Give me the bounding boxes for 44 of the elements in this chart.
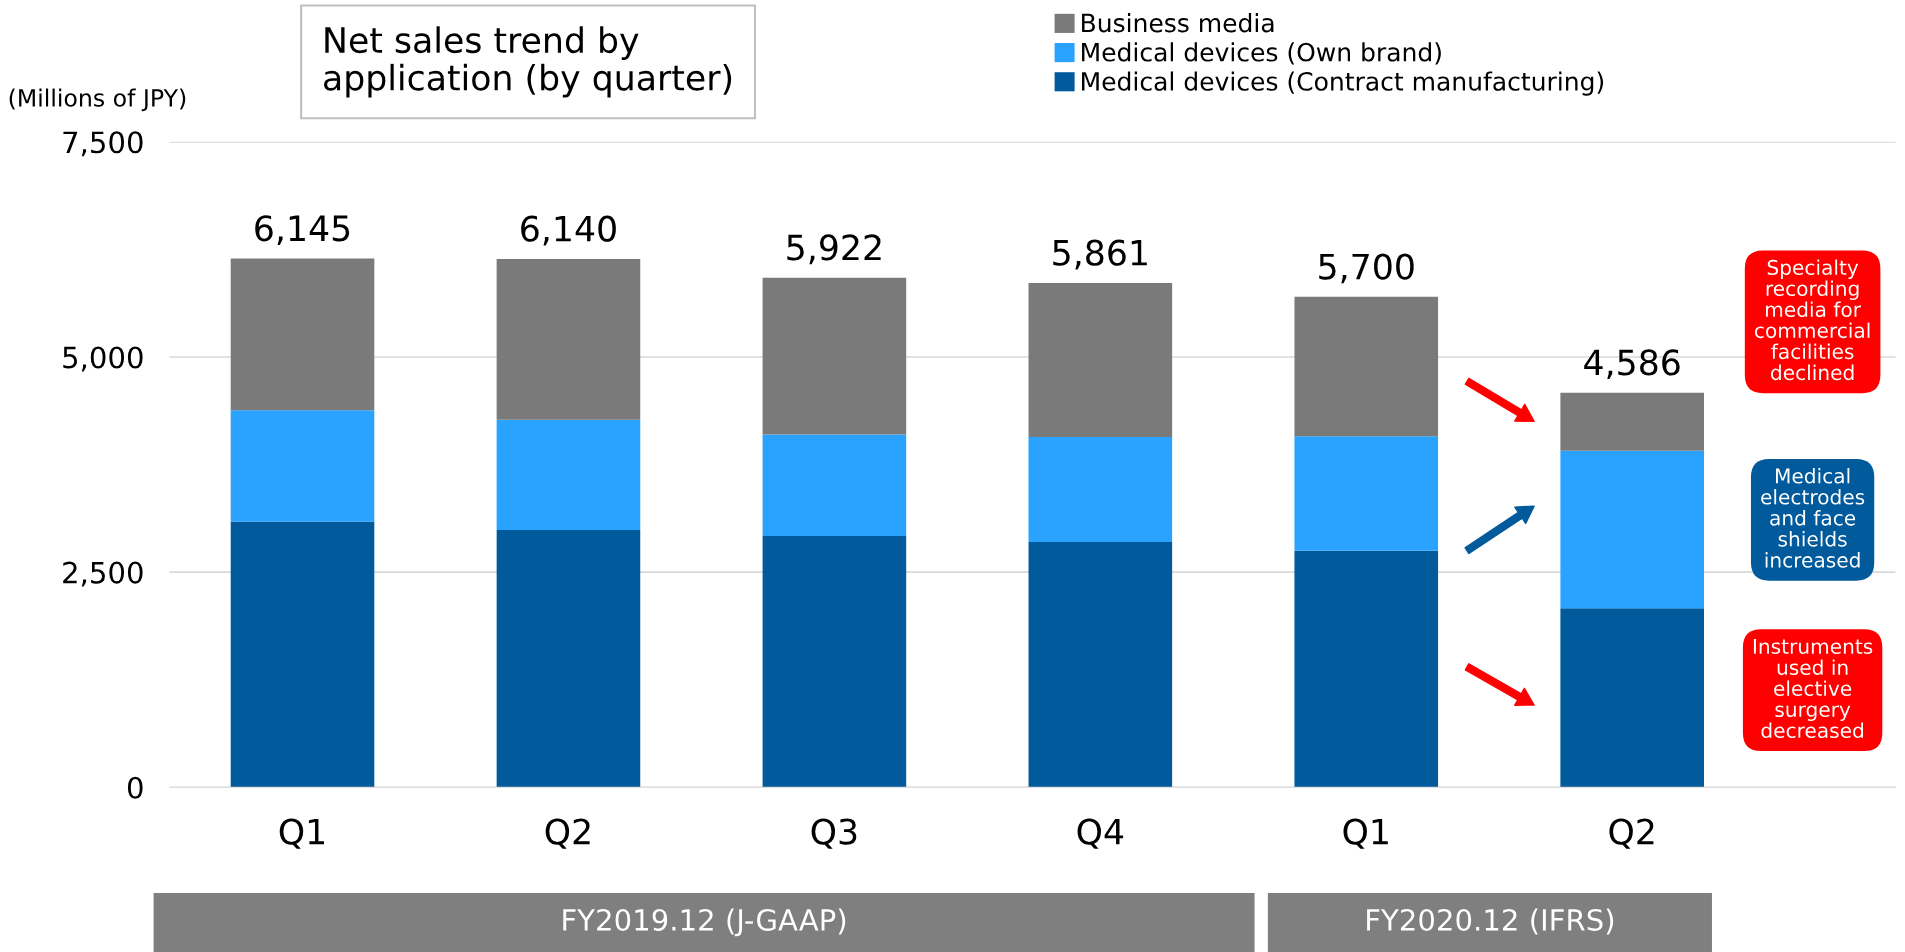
legend-label: Medical devices (Own brand)	[1082, 42, 1441, 65]
bar	[496, 419, 641, 530]
total-label: 4,586	[1584, 349, 1680, 380]
bar	[230, 410, 375, 522]
bar	[762, 434, 907, 537]
annotation: Medical electrodes and face shields increased	[1761, 468, 1865, 568]
x-tick-label: Q3	[811, 818, 857, 849]
total-label: 6,140	[521, 215, 616, 246]
legend-label: Medical devices (Contract manufacturing)	[1082, 71, 1604, 96]
text: FY2020.12 (IFRS)	[1367, 908, 1614, 935]
y-tick-label: 2,500	[63, 561, 143, 587]
x-tick-label: Q1	[279, 818, 325, 849]
x-tick-label: Q2	[1609, 818, 1654, 849]
bar	[1294, 436, 1439, 551]
bar	[496, 258, 641, 420]
total-label: 5,700	[1319, 253, 1414, 284]
y-tick-label: 0	[127, 776, 143, 799]
bar	[1294, 296, 1439, 437]
bar	[1294, 550, 1439, 788]
annotation: Instruments used in elective surgery decreased	[1753, 639, 1873, 739]
bar	[1560, 392, 1704, 451]
y-axis-title: (Millions of JPY)	[9, 88, 186, 112]
x-tick-label: Q2	[545, 818, 590, 849]
total-label: 5,861	[1053, 239, 1147, 270]
x-tick-label: Q1	[1343, 818, 1388, 849]
bar	[762, 277, 907, 435]
bar	[1560, 608, 1704, 788]
bar	[1560, 450, 1704, 609]
bar	[496, 529, 641, 788]
annotation: Specialty recording media for commercial facilities declined	[1754, 259, 1870, 381]
bar	[1028, 282, 1173, 438]
bar	[762, 536, 907, 788]
bar	[230, 258, 375, 411]
y-tick-label: 5,000	[63, 346, 143, 372]
bar	[1028, 437, 1173, 543]
y-tick-label: 7,500	[63, 131, 143, 157]
legend-label: Business media	[1082, 13, 1274, 33]
text: FY2019.12 (J-GAAP)	[563, 908, 846, 937]
total-label: 6,145	[255, 215, 350, 245]
bar	[1028, 542, 1173, 788]
bar	[230, 521, 375, 788]
total-label: 5,922	[787, 234, 881, 265]
x-tick-label: Q4	[1077, 818, 1124, 849]
chart-title: Net sales trend by application (by quarter)	[324, 26, 732, 98]
